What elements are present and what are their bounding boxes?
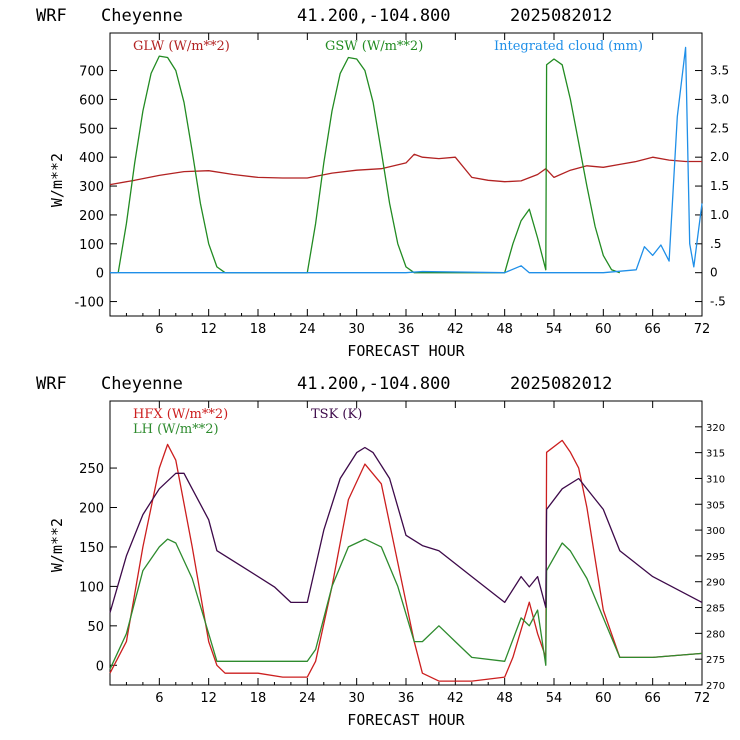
chart2-series-tsk [109,446,703,613]
chart1-y-tick-label: 700 [79,65,104,80]
chart1-y-tick-label: 200 [79,209,104,224]
chart1-x-tick-label: 66 [644,322,661,337]
chart1-y-axis-label: W/m**2 [48,153,66,207]
chart1-y-tick-label: 0 [96,267,104,282]
chart2-y2-tick-label: 280 [706,629,725,640]
chart2-x-tick-label: 54 [546,691,563,706]
chart2-y2-tick-label: 285 [706,604,725,615]
chart2-x-tick-label: 30 [348,691,365,706]
chart2-y-tick-label: 250 [79,462,104,477]
chart2-y2-tick-label: 270 [706,681,725,692]
chart1-y-tick-label: 100 [79,238,104,253]
chart2-legend-hfx: HFX (W/m**2) [133,407,228,422]
chart2-y-tick-label: 200 [79,502,104,517]
chart1-x-tick-label: 54 [546,322,563,337]
chart1-y2-tick-label: 1.0 [710,208,729,222]
chart1-x-tick-label: 18 [250,322,267,337]
chart1-legend-gsw: GSW (W/m**2) [325,39,423,54]
chart2-y2-tick-label: 275 [706,655,725,666]
chart2-y-tick-label: 50 [87,620,104,635]
chart2-y2-tick-label: 305 [706,500,725,511]
chart2-x-tick-label: 24 [299,691,316,706]
chart1-series-glw [109,153,702,186]
chart1-y-tick-label: 600 [79,93,104,108]
chart1-series [109,46,703,274]
chart1-header-location: Cheyenne [101,6,183,26]
chart1-header-init: 2025082012 [510,6,612,26]
chart1-y2-tick-label: 2.0 [710,150,729,164]
chart2-y-tick-label: 150 [79,541,104,556]
chart2-x-tick-label: 48 [496,691,513,706]
chart1-x-tick-label: 6 [155,322,163,337]
chart2-x-tick-label: 18 [250,691,267,706]
chart2-x-tick-label: 60 [595,691,612,706]
chart2-y-axis-label: W/m**2 [48,518,66,572]
chart1-x-tick-label: 12 [200,322,217,337]
chart1-x-axis-label: FORECAST HOUR [347,342,465,360]
chart1-header-coords: 41.200,-104.800 [297,6,451,26]
chart2-legend-tsk: TSK (K) [311,407,362,422]
chart2-y-tick-label: 100 [79,580,104,595]
chart2-x-tick-label: 72 [694,691,711,706]
chart2-y2-axis: 270 275 280 285 290 295 300 305 310 315 320 [695,423,725,692]
chart2-y2-tick-label: 310 [706,474,725,485]
chart2-series-hfx [109,439,703,682]
chart1-x-tick-label: 24 [299,322,316,337]
chart2-legend-lh: LH (W/m**2) [133,422,219,437]
chart1-y2-tick-label: 0 [710,266,718,280]
chart1-y-axis: -100 0 100 200 300 400 500 600 700 [74,65,117,311]
chart2-y-tick-label: 0 [96,659,104,674]
chart1-series-gsw [117,55,621,274]
chart1-y2-tick-label: .5 [710,237,721,251]
chart1-y-tick-label: 400 [79,151,104,166]
chart1-y2-tick-label: 2.5 [710,121,729,135]
chart2-y-axis: 0 50 100 150 200 250 [79,462,117,674]
chart2-x-axis: 6 12 18 24 30 36 42 48 54 60 66 72 [125,401,711,706]
chart1-x-tick-label: 30 [348,322,365,337]
chart2-x-axis-label: FORECAST HOUR [347,711,465,729]
chart1-y2-tick-label: 3.0 [710,92,729,106]
chart2-series-lh [109,538,703,670]
chart1-y2-tick-label: 1.5 [710,179,729,193]
chart1-x-axis: 6 12 18 24 30 36 42 48 54 60 66 72 [125,33,711,337]
chart1-y-tick-label: -100 [74,296,104,311]
chart2-y2-tick-label: 300 [706,526,725,537]
chart2-header-location: Cheyenne [101,374,183,394]
chart1-legend-cloud: Integrated cloud (mm) [494,39,643,54]
chart2-series [109,439,703,682]
chart1-series-integrated [110,46,703,274]
chart1-x-tick-label: 48 [496,322,513,337]
chart1-y-tick-label: 300 [79,180,104,195]
chart1-x-tick-label: 72 [694,322,711,337]
chart1-x-tick-label: 36 [398,322,415,337]
chart2-x-tick-label: 6 [155,691,163,706]
chart1-y2-tick-label: -.5 [710,295,726,309]
chart2-x-tick-label: 42 [447,691,464,706]
chart1-x-tick-label: 60 [595,322,612,337]
chart2-header-coords: 41.200,-104.800 [297,374,451,394]
chart1-y2-tick-label: 3.5 [710,64,729,78]
chart2-y2-tick-label: 315 [706,449,725,460]
chart1-legend-glw: GLW (W/m**2) [133,39,230,54]
chart2-y2-tick-label: 320 [706,423,725,434]
chart1-plot-frame [109,32,703,317]
chart1-header-model: WRF [36,6,67,26]
chart2-y2-tick-label: 295 [706,552,725,563]
chart2-y2-tick-label: 290 [706,578,725,589]
chart2-header-model: WRF [36,374,67,394]
chart2-x-tick-label: 36 [398,691,415,706]
chart1-y-tick-label: 500 [79,122,104,137]
chart1-x-tick-label: 42 [447,322,464,337]
chart2-header-init: 2025082012 [510,374,612,394]
chart1-y2-axis: -.5 0 .5 1.0 1.5 2.0 2.5 3.0 3.5 [695,64,729,309]
chart2-x-tick-label: 66 [644,691,661,706]
chart2-x-tick-label: 12 [200,691,217,706]
